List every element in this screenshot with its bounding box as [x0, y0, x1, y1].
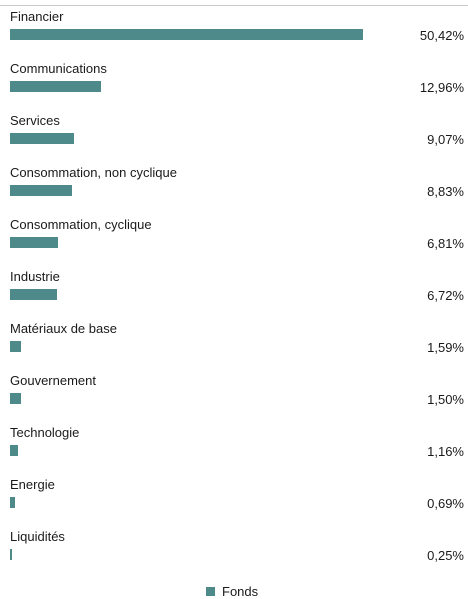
value-label: 1,16% [427, 444, 464, 459]
category-label: Consommation, non cyclique [10, 165, 177, 180]
category-label: Matériaux de base [10, 321, 117, 336]
top-divider [0, 5, 468, 6]
chart-row: Consommation, non cyclique 8,83% [0, 160, 468, 212]
legend-label-fonds: Fonds [222, 583, 259, 599]
chart-row: Liquidités 0,25% [0, 524, 468, 576]
category-label: Industrie [10, 269, 60, 284]
value-label: 8,83% [427, 184, 464, 199]
value-label: 12,96% [419, 80, 464, 95]
value-label: 9,07% [427, 132, 464, 147]
bar [10, 497, 15, 508]
bar [10, 133, 74, 144]
category-label: Communications [10, 61, 107, 76]
category-label: Energie [10, 477, 55, 492]
value-label: 6,81% [427, 236, 464, 251]
value-label: 6,72% [427, 288, 464, 303]
bar [10, 341, 22, 352]
bar [10, 29, 363, 40]
chart-row: Financier 50,42% [0, 4, 468, 56]
chart-row: Industrie 6,72% [0, 264, 468, 316]
value-label: 0,25% [427, 548, 464, 563]
value-label: 1,50% [427, 392, 464, 407]
chart-row: Communications 12,96% [0, 56, 468, 108]
bar [10, 289, 58, 300]
bar [10, 445, 19, 456]
chart-row: Energie 0,69% [0, 472, 468, 524]
chart-row: Services 9,07% [0, 108, 468, 160]
category-label: Services [10, 113, 60, 128]
bar [10, 237, 58, 248]
value-label: 50,42% [419, 28, 464, 43]
category-label: Liquidités [10, 529, 65, 544]
legend-swatch-fonds [206, 586, 215, 596]
category-label: Technologie [10, 425, 80, 440]
chart-row: Consommation, cyclique 6,81% [0, 212, 468, 264]
chart-legend: Fonds [206, 583, 259, 599]
bar [10, 81, 101, 92]
bar [10, 185, 72, 196]
value-label: 1,59% [427, 340, 464, 355]
category-label: Gouvernement [10, 373, 96, 388]
bar [10, 549, 12, 560]
bar [10, 393, 21, 404]
category-label: Financier [10, 9, 64, 24]
chart-row: Matériaux de base 1,59% [0, 316, 468, 368]
chart-row: Gouvernement 1,50% [0, 368, 468, 420]
category-label: Consommation, cyclique [10, 217, 152, 232]
chart-row: Technologie 1,16% [0, 420, 468, 472]
value-label: 0,69% [427, 496, 464, 511]
